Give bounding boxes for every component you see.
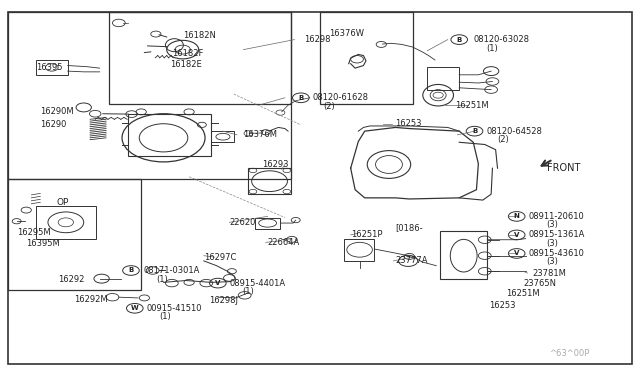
Text: 16253: 16253	[489, 301, 516, 310]
Bar	[211, 131, 234, 142]
Text: (1): (1)	[486, 44, 498, 52]
Bar	[129, 114, 211, 156]
Text: 16253: 16253	[396, 119, 422, 128]
Text: 16295M: 16295M	[17, 228, 51, 237]
Text: 16292M: 16292M	[74, 295, 108, 304]
Text: 00915-41510: 00915-41510	[147, 304, 202, 313]
Text: 08171-0301A: 08171-0301A	[144, 266, 200, 275]
Text: B: B	[472, 128, 477, 134]
Text: 16298J: 16298J	[209, 296, 238, 305]
Bar	[8, 12, 291, 179]
Text: 08915-4401A: 08915-4401A	[229, 279, 285, 288]
Text: 16182N: 16182N	[182, 31, 216, 41]
Text: 16376M: 16376M	[243, 130, 277, 140]
Text: ^63^00P: ^63^00P	[548, 349, 589, 358]
Text: (1): (1)	[156, 275, 168, 284]
Text: 08915-1361A: 08915-1361A	[528, 230, 584, 240]
Text: B: B	[456, 36, 462, 43]
Text: 22620: 22620	[229, 218, 256, 227]
Text: 08120-64528: 08120-64528	[486, 126, 542, 136]
Text: 16290M: 16290M	[40, 108, 74, 116]
Text: 16290: 16290	[40, 121, 67, 129]
Bar	[109, 12, 291, 105]
Text: V: V	[215, 280, 221, 286]
Bar	[36, 206, 97, 238]
Text: FRONT: FRONT	[547, 163, 580, 173]
Bar	[36, 60, 68, 75]
Text: V: V	[514, 232, 520, 238]
Text: [0186-: [0186-	[396, 223, 423, 232]
Text: 23781M: 23781M	[532, 269, 566, 278]
Bar	[255, 218, 280, 229]
Text: (1): (1)	[242, 287, 254, 296]
Text: 16376W: 16376W	[330, 29, 365, 38]
Text: (3): (3)	[547, 257, 559, 266]
Text: 16251M: 16251M	[506, 289, 540, 298]
Bar	[344, 238, 374, 261]
Text: (2): (2)	[497, 135, 509, 144]
Text: W: W	[131, 305, 139, 311]
Text: (3): (3)	[547, 221, 559, 230]
Text: 16297C: 16297C	[204, 253, 236, 262]
Text: 23777A: 23777A	[396, 256, 428, 265]
Text: (2): (2)	[323, 102, 335, 111]
Bar	[248, 168, 291, 194]
Text: 16251P: 16251P	[351, 230, 382, 240]
Text: 16293: 16293	[262, 160, 289, 169]
Text: (1): (1)	[159, 312, 171, 321]
Text: OP: OP	[57, 198, 69, 207]
Text: 08915-43610: 08915-43610	[528, 249, 584, 258]
Text: 23765N: 23765N	[523, 279, 556, 288]
Text: 16251M: 16251M	[456, 101, 489, 110]
Bar	[320, 12, 413, 105]
Text: 16182E: 16182E	[170, 60, 202, 69]
Text: 22664A: 22664A	[268, 238, 300, 247]
Text: 08911-20610: 08911-20610	[528, 212, 584, 221]
Text: B: B	[129, 267, 134, 273]
Bar	[428, 67, 460, 90]
Bar	[8, 179, 141, 290]
Text: V: V	[514, 250, 520, 256]
Text: 08120-63028: 08120-63028	[473, 35, 529, 44]
Text: 16292: 16292	[58, 275, 84, 284]
Text: B: B	[298, 95, 303, 101]
Text: 16298: 16298	[304, 35, 330, 44]
Text: 16395: 16395	[36, 63, 62, 72]
Text: N: N	[514, 214, 520, 219]
Text: 16395M: 16395M	[26, 239, 60, 248]
Text: 16182F: 16182F	[172, 49, 204, 58]
Text: 08120-61628: 08120-61628	[312, 93, 369, 102]
Text: (3): (3)	[547, 239, 559, 248]
Bar	[440, 231, 487, 279]
